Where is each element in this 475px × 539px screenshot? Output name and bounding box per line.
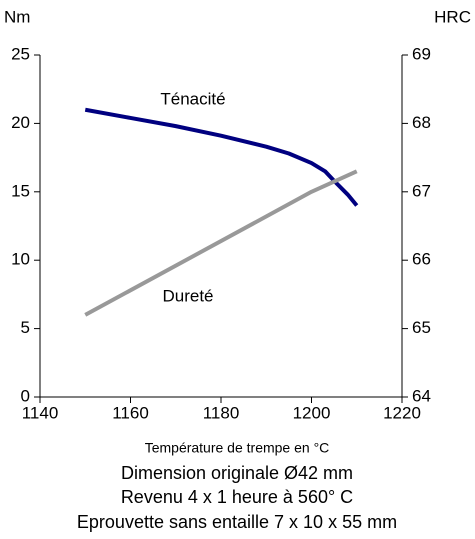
note: Dimension originale Ø42 mm [121,463,353,483]
y-tick-label: 15 [11,181,30,200]
x-tick-label: 1180 [203,403,240,422]
y-tick-label: 20 [11,113,30,132]
x-tick-label: 1160 [112,403,149,422]
y2-tick-label: 68 [412,113,431,132]
y-tick-label: 0 [21,386,30,405]
x-tick-label: 1220 [383,403,421,422]
y2-axis-label: HRC [434,7,471,26]
y-tick-label: 10 [11,250,30,269]
x-tick-label: 1140 [22,403,59,422]
x-tick-label: 1200 [293,403,331,422]
line [84,169,358,317]
y2-tick-label: 66 [412,250,431,269]
y2-tick-label: 64 [412,386,431,405]
note: Eprouvette sans entaille 7 x 10 x 55 mm [77,512,397,532]
series-label: Dureté [162,286,213,305]
x-axis-label: Température de trempe en °C [145,440,330,456]
y-tick-label: 25 [11,44,30,63]
series-label: Ténacité [160,89,225,108]
y2-tick-label: 65 [412,318,431,337]
line [84,107,359,207]
note: Revenu 4 x 1 heure à 560° C [121,487,353,507]
y-tick-label: 5 [21,318,30,337]
y2-tick-label: 69 [412,44,431,63]
y-axis-label: Nm [4,7,30,26]
y2-tick-label: 67 [412,181,431,200]
